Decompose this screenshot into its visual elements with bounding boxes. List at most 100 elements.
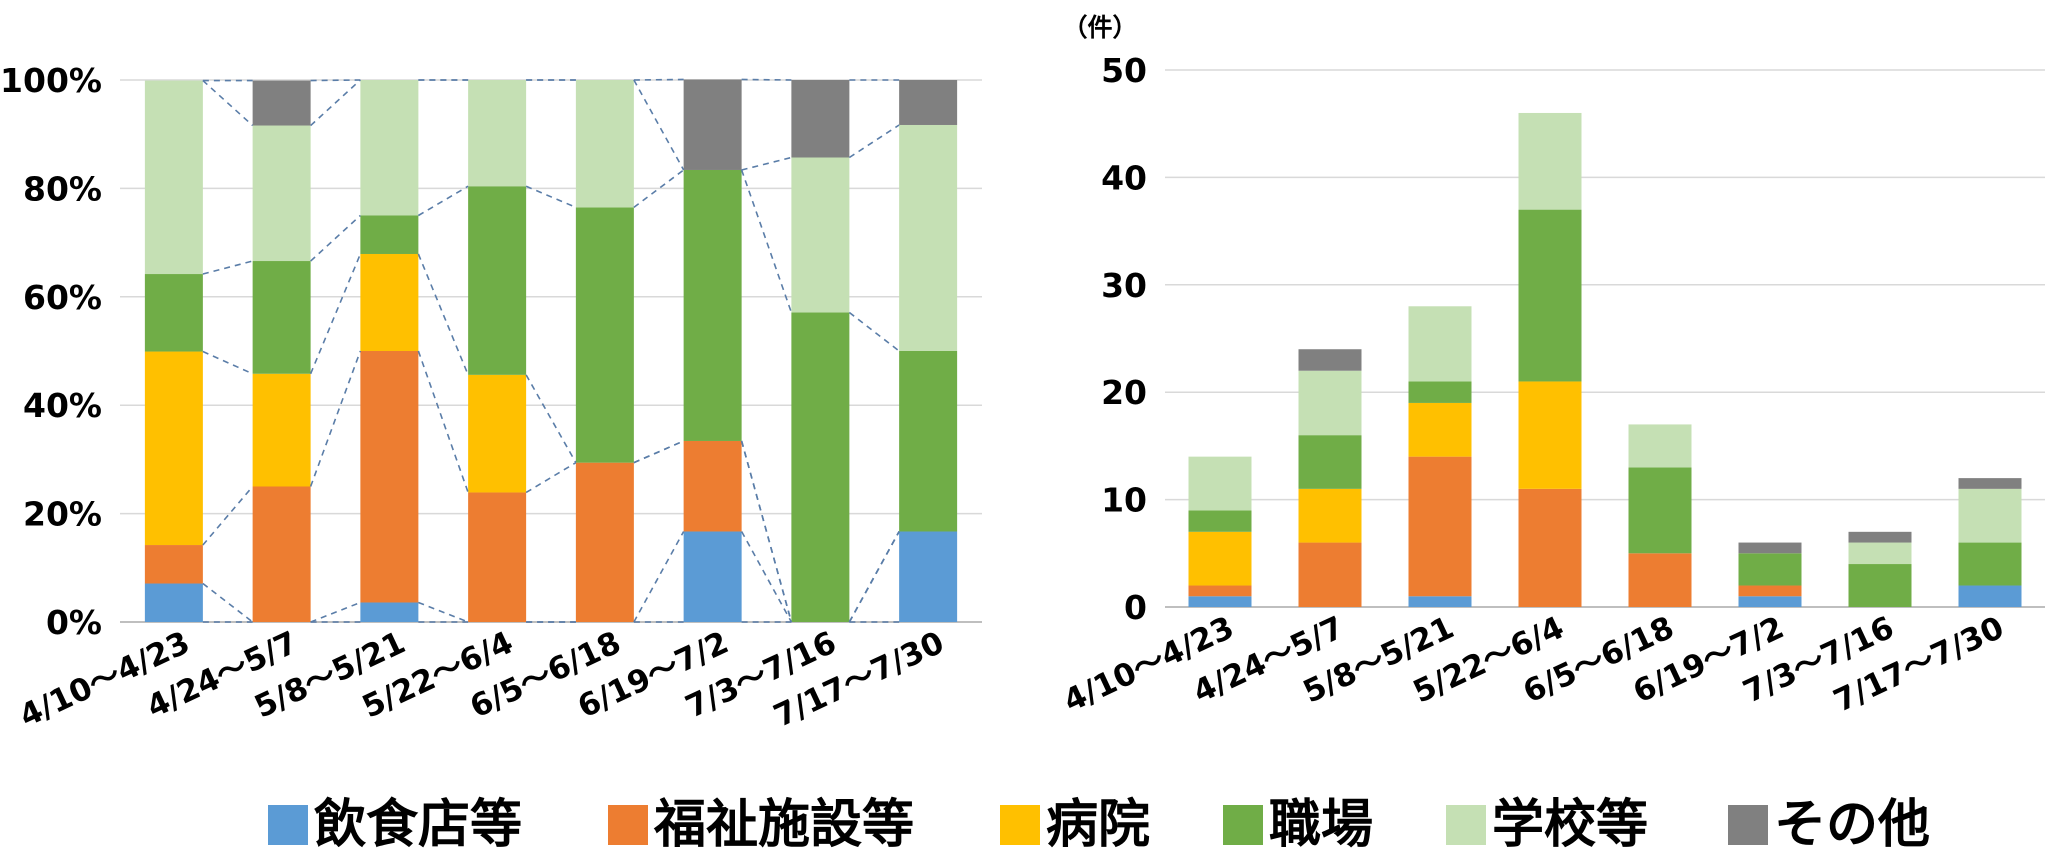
bar-segment — [252, 125, 311, 262]
series-line — [525, 185, 577, 209]
bar-segment — [899, 531, 958, 622]
bar-segment — [360, 602, 419, 622]
y-tick-label: 40 — [1101, 158, 1147, 197]
bar-segment — [1188, 456, 1252, 511]
bar-segment — [1958, 478, 2022, 489]
series-line — [202, 260, 253, 275]
bar-segment — [360, 80, 419, 216]
bar-segment — [1298, 542, 1362, 607]
bar-segment — [1848, 542, 1912, 565]
bar-segment — [1188, 531, 1252, 586]
series-line — [525, 461, 577, 494]
bar-segment — [1958, 488, 2022, 543]
bar-segment — [360, 215, 419, 254]
bar-segment — [575, 462, 634, 622]
y-tick-label: 40% — [23, 386, 102, 425]
series-line — [741, 78, 792, 81]
y-tick-label: 50 — [1101, 51, 1147, 90]
bar-segment — [1958, 542, 2022, 586]
series-line — [202, 79, 254, 127]
series-line — [310, 79, 361, 127]
bar-segment — [683, 79, 742, 170]
y-tick-label: 0% — [46, 603, 102, 642]
series-line — [202, 350, 253, 375]
series-line — [633, 79, 685, 171]
series-line — [741, 156, 792, 171]
series-line — [310, 214, 361, 262]
legend-label: 学校等 — [1492, 795, 1649, 855]
bar-segment — [1628, 553, 1692, 607]
bar-segment — [683, 531, 742, 622]
bar-segment — [360, 351, 419, 603]
legend-label: 病院 — [1046, 795, 1151, 855]
y-tick-label: 100% — [0, 61, 102, 100]
bar-segment — [144, 351, 203, 546]
legend-item-workplace: 職場 — [1223, 795, 1373, 855]
series-line — [848, 124, 900, 159]
bar-segment — [1958, 585, 2022, 607]
count-stacked-bar-chart: 010203040504/10～4/234/24～5/75/8～5/215/22… — [1058, 13, 2045, 720]
bar-segment — [1298, 488, 1362, 543]
series-line — [633, 78, 684, 81]
legend-item-welfare: 福祉施設等 — [608, 795, 914, 855]
bar-segment — [1298, 435, 1362, 489]
legend-item-hospital: 病院 — [1000, 795, 1150, 855]
legend-label: 職場 — [1269, 795, 1374, 855]
y-tick-label: 0 — [1124, 588, 1147, 627]
bar-segment — [899, 124, 958, 352]
percent-stacked-bar-chart: 0%20%40%60%80%100%4/10～4/234/24～5/75/8～5… — [0, 61, 982, 735]
series-line — [418, 601, 469, 623]
bar-segment — [1518, 381, 1582, 489]
bar-segment — [1188, 585, 1252, 597]
series-line — [309, 350, 362, 487]
unit-label: （件） — [1062, 13, 1137, 42]
series-line — [740, 169, 793, 313]
series-line — [848, 531, 900, 623]
series-line — [417, 185, 469, 217]
legend: 飲食店等 福祉施設等 病院 職場 学校等 その他 — [0, 795, 2056, 855]
bar-segment — [791, 157, 850, 313]
bar-segment — [1298, 349, 1362, 371]
series-line — [848, 311, 900, 352]
legend-swatch — [1446, 805, 1486, 845]
series-line — [417, 350, 469, 493]
legend-label: 飲食店等 — [314, 795, 523, 855]
series-line — [202, 582, 254, 623]
legend-swatch — [1223, 805, 1263, 845]
legend-swatch — [1728, 805, 1768, 845]
y-tick-label: 10 — [1101, 481, 1147, 520]
series-line — [202, 485, 254, 546]
legend-label: その他 — [1774, 795, 1931, 855]
series-line — [633, 531, 685, 623]
bar-segment — [1738, 553, 1802, 586]
legend-label: 福祉施設等 — [654, 795, 915, 855]
legend-swatch — [1000, 805, 1040, 845]
y-tick-label: 20% — [23, 495, 102, 534]
bar-segment — [1408, 306, 1472, 382]
bar-segment — [1848, 564, 1912, 607]
bar-segment — [1188, 510, 1252, 532]
bar-segment — [144, 274, 203, 352]
y-tick-label: 80% — [23, 169, 102, 208]
series-line — [309, 253, 362, 375]
legend-item-other: その他 — [1728, 795, 1930, 855]
bar-segment — [144, 583, 203, 622]
bar-segment — [1518, 209, 1582, 382]
series-line — [417, 253, 469, 376]
y-tick-label: 30 — [1101, 266, 1147, 305]
legend-swatch — [268, 805, 308, 845]
bar-segment — [1628, 424, 1692, 468]
bar-segment — [1738, 585, 1802, 597]
bar-segment — [1518, 112, 1582, 210]
bar-segment — [1408, 381, 1472, 403]
series-line — [633, 440, 684, 464]
bar-segment — [468, 492, 527, 622]
bar-segment — [1848, 531, 1912, 543]
bar-segment — [144, 80, 203, 275]
bar-segment — [1298, 370, 1362, 436]
bar-segment — [468, 374, 527, 493]
y-tick-label: 60% — [23, 278, 102, 317]
legend-item-restaurant: 飲食店等 — [268, 795, 522, 855]
bar-segment — [252, 373, 311, 487]
